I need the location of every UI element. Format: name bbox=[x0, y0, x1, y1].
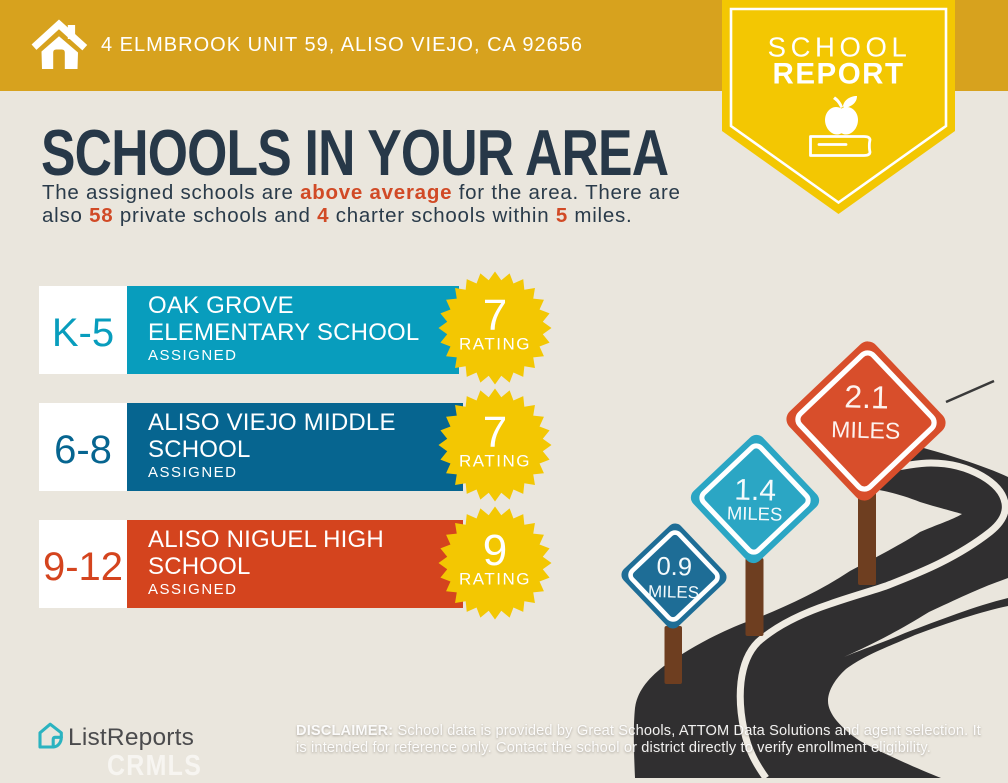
svg-text:7: 7 bbox=[483, 291, 507, 340]
svg-text:MILES: MILES bbox=[831, 416, 901, 444]
svg-text:REPORT: REPORT bbox=[773, 58, 905, 91]
svg-text:RATING: RATING bbox=[459, 452, 531, 471]
svg-text:0.9: 0.9 bbox=[656, 553, 692, 582]
svg-text:MILES: MILES bbox=[648, 582, 700, 602]
svg-text:2.1: 2.1 bbox=[844, 378, 889, 415]
svg-text:9: 9 bbox=[483, 526, 507, 575]
svg-text:RATING: RATING bbox=[459, 334, 531, 353]
svg-text:SCHOOL: SCHOOL bbox=[768, 32, 912, 63]
svg-text:MILES: MILES bbox=[727, 502, 783, 524]
svg-text:7: 7 bbox=[483, 408, 507, 457]
svg-text:1.4: 1.4 bbox=[734, 473, 777, 507]
svg-text:RATING: RATING bbox=[459, 570, 531, 589]
